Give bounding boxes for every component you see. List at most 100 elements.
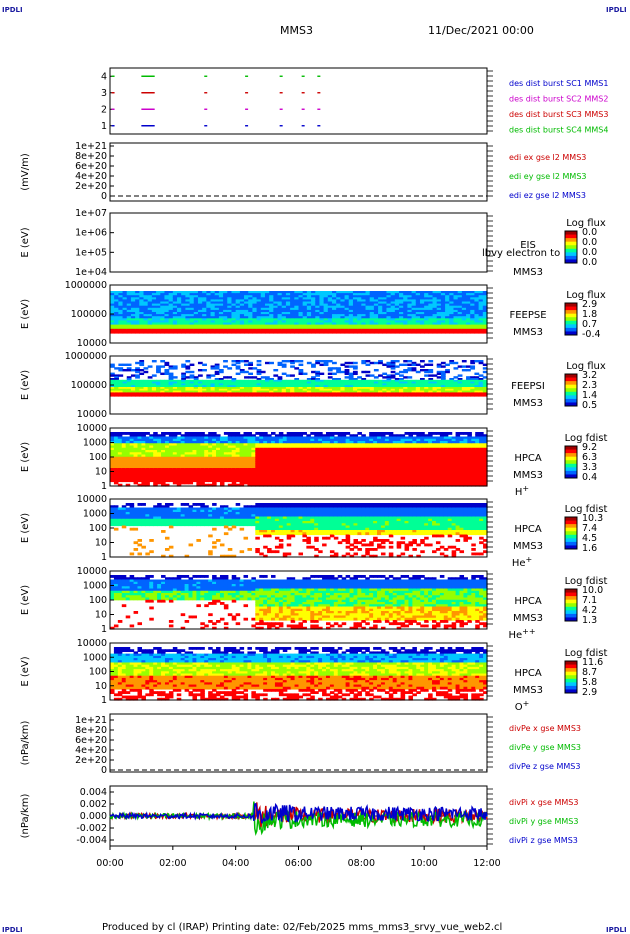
feepsi-panel-cell	[177, 390, 182, 393]
feepse-panel-cell	[415, 312, 421, 315]
hpca-h-panel-cell	[125, 447, 131, 451]
feepse-panel-cell	[348, 293, 354, 296]
hpca-h-panel-cell	[172, 454, 178, 458]
hpca-h-panel-cell	[141, 477, 146, 480]
hpca-h-panel-cell	[149, 479, 154, 483]
feepsi-panel-cell	[114, 376, 119, 379]
hpca-h-panel-cell	[373, 474, 378, 478]
hpca-h-panel-cell	[357, 438, 362, 442]
hpca-h-panel-cell	[263, 438, 268, 442]
feepse-panel-cell	[168, 303, 174, 307]
hpca-h-panel-cell	[361, 447, 366, 451]
hpca-h-panel-cell	[137, 483, 143, 487]
feepse-panel-cell	[352, 320, 358, 324]
feepsi-panel-cell	[110, 363, 115, 366]
hpca-h-panel-cell	[227, 447, 233, 451]
feepse-panel-cell	[428, 316, 434, 319]
feepse-panel-cell	[248, 328, 254, 332]
feepsi-panel-cell	[352, 372, 358, 375]
hpca-h-panel-cell	[302, 459, 307, 462]
hpca-h-panel-cell	[274, 452, 280, 456]
hpca-h-panel-cell	[384, 481, 390, 485]
hpca-h-panel-cell	[329, 443, 335, 447]
feepse-panel-cell	[415, 318, 421, 321]
feepsi-panel-cell	[323, 387, 329, 390]
hpca-h-panel-cell	[161, 454, 166, 458]
hpca-h-panel-cell	[219, 461, 225, 465]
feepse-panel-cell	[399, 309, 404, 313]
hpca-h-panel-cell	[117, 450, 123, 453]
hpca-h-panel-cell	[137, 441, 143, 444]
feepse-panel-cell	[478, 314, 484, 317]
feepse-panel-cell	[478, 297, 484, 300]
hpca-h-panel-cell	[247, 438, 252, 442]
burst-panel-burst-mark	[146, 108, 149, 110]
hpca-h-panel-cell	[223, 454, 229, 458]
feepse-panel-cell	[323, 330, 329, 334]
feepse-panel-cell	[419, 322, 425, 326]
feepsi-panel-cell	[139, 388, 145, 392]
feepsi-panel-cell	[206, 390, 212, 393]
feepse-panel-cell	[311, 324, 316, 328]
hpca-h-panel-cell	[117, 445, 123, 449]
feepse-panel-cell	[457, 320, 463, 324]
feepse-panel-cell	[466, 291, 471, 294]
hpca-h-panel-cell	[349, 472, 355, 476]
hpca-h-panel-cell	[278, 459, 284, 462]
hpca-h-panel-cell	[377, 454, 382, 458]
hpca-h-panel-cell	[377, 434, 382, 438]
feepse-panel-cell	[118, 303, 124, 307]
feepsi-panel-cell	[164, 363, 170, 366]
feepse-panel-cell	[449, 309, 455, 313]
hpca-h-panel-cell	[294, 436, 300, 440]
hpca-h-panel-cell	[318, 470, 323, 474]
feepse-panel-cell	[394, 309, 400, 313]
feepse-panel-cell	[273, 318, 279, 321]
hpca-h-panel-cell	[349, 438, 355, 442]
feepsi-panel-cell	[181, 379, 186, 383]
hpca-h-panel-cell	[223, 456, 229, 460]
feepsi-panel-cell	[248, 392, 254, 395]
feepse-panel-cell	[474, 314, 480, 317]
hpca-h-panel-cell	[227, 463, 233, 467]
hpca-h-panel-cell	[184, 470, 190, 474]
feepse-panel-cell	[168, 307, 174, 311]
hpca-h-panel-cell	[188, 456, 194, 460]
feepse-panel-cell	[151, 303, 157, 307]
hpca-h-panel-cell	[306, 477, 311, 480]
feepse-panel-cell	[156, 312, 161, 315]
hpca-h-panel-cell	[157, 447, 162, 451]
feepsi-panel-cell	[281, 392, 287, 395]
hpca-h-panel-cell	[239, 477, 245, 480]
feepse-panel-cell	[399, 293, 404, 296]
feepsi-panel-cell	[378, 394, 383, 397]
hpca-h-panel-cell	[377, 452, 382, 456]
hpca-h-panel-cell	[404, 438, 410, 442]
feepse-panel-cell	[436, 324, 442, 328]
feepse-panel-cell	[231, 307, 237, 311]
feepsi-panel-cell	[428, 390, 434, 393]
feepse-panel-cell	[193, 326, 199, 330]
feepsi-panel-cell	[156, 390, 161, 393]
hpca-h-panel-cell	[168, 470, 174, 474]
feepse-panel-cell	[440, 295, 446, 298]
feepsi-panel-cell	[440, 381, 446, 384]
feepsi-panel-cell	[466, 378, 471, 381]
feepse-panel-cell	[323, 318, 329, 321]
hpca-h-panel-cell	[153, 452, 158, 456]
feepsi-panel-cell	[478, 361, 484, 365]
hpca-h-panel-cell	[388, 483, 394, 487]
hpca-h-panel-cell	[306, 465, 311, 469]
feepse-panel-cell	[394, 324, 400, 328]
hpca-h-panel-cell	[137, 468, 143, 471]
hpca-h-panel-cell	[263, 477, 268, 480]
feepsi-panel-cell	[306, 379, 312, 383]
hpca-h-panel-cell	[325, 454, 331, 458]
feepse-panel-cell	[172, 324, 178, 328]
feepse-panel-cell	[298, 303, 304, 307]
hpca-h-panel-cell	[345, 483, 351, 487]
feepse-panel-cell	[223, 293, 228, 296]
hpca-h-panel-cell	[290, 472, 296, 476]
hpca-h-panel-cell	[369, 432, 374, 435]
feepse-panel-cell	[218, 305, 224, 309]
